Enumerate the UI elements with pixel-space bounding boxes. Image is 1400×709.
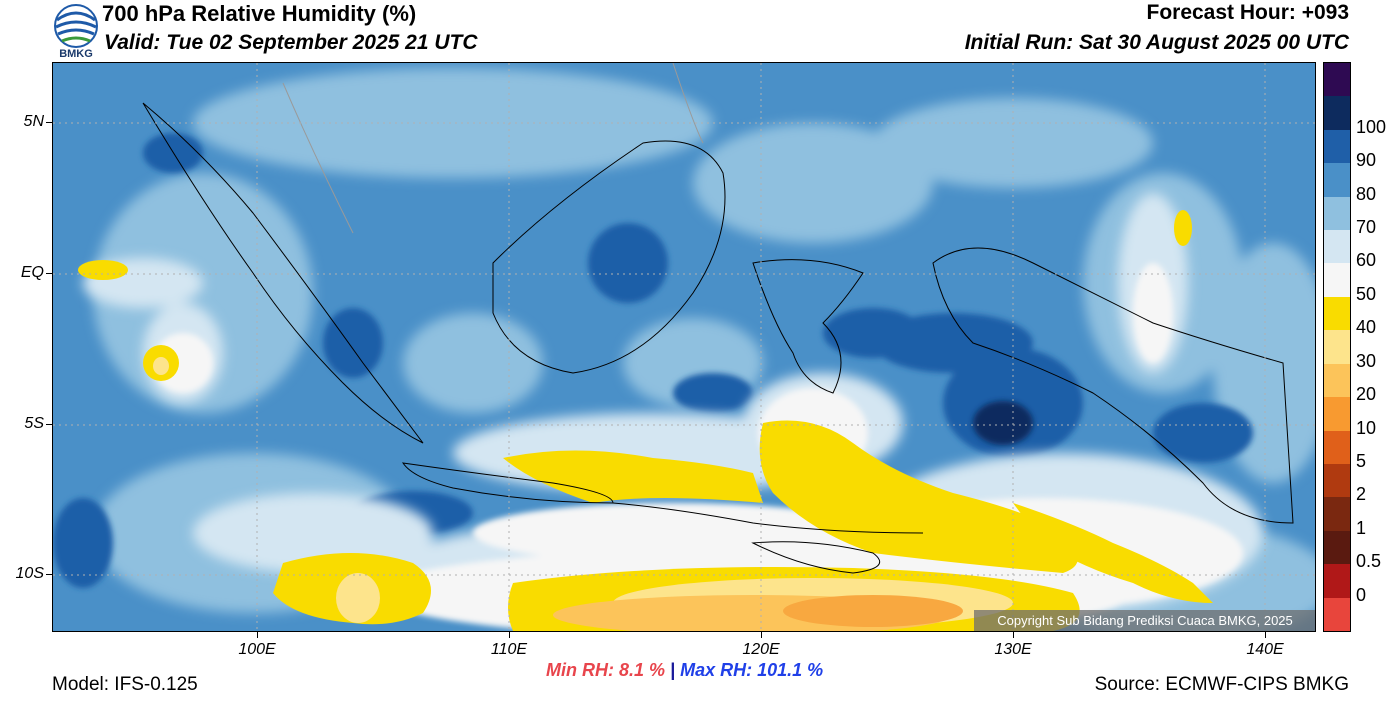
colorbar-label: 90 [1356,150,1377,171]
lat-tick [46,122,52,123]
sulawesi-outline [752,259,864,394]
colorbar-segment [1324,196,1350,231]
bmkg-logo: BMKG [52,2,100,60]
chart-title: 700 hPa Relative Humidity (%) [102,1,417,26]
nusa-tenggara-outline [612,502,924,534]
lon-label-100e: 100E [238,641,276,658]
colorbar-label: 5 [1356,450,1367,471]
colorbar-label: 0 [1356,584,1367,605]
copyright-note: Copyright Sub Bidang Prediksi Cuaca BMKG… [974,610,1315,631]
colorbar-segment [1324,463,1350,498]
lat-tick [46,273,52,274]
colorbar-label: 1 [1356,517,1367,538]
colorbar-label: 30 [1356,350,1377,371]
forecast-hour: Forecast Hour: +093 [1146,1,1350,24]
colorbar [1323,62,1351,632]
lon-tick [257,632,258,638]
colorbar-segment [1324,597,1350,632]
colorbar-label: 70 [1356,217,1377,238]
borders [282,63,704,234]
min-max-summary: Min RH: 8.1 % | Max RH: 101.1 % [546,660,823,681]
lat-tick [46,574,52,575]
lat-label-eq: EQ [20,264,44,281]
colorbar-segment [1324,363,1350,398]
new-guinea-outline [932,247,1294,524]
max-rh-label: Max RH: [680,660,753,680]
borneo-outline [492,140,726,374]
colorbar-label: 100 [1356,116,1387,137]
colorbar-label: 50 [1356,283,1377,304]
lon-tick [1265,632,1266,638]
humidity-map: Copyright Sub Bidang Prediksi Cuaca BMKG… [52,62,1316,632]
min-rh-value: 8.1 % [619,660,666,680]
bmkg-emblem-icon [54,4,98,48]
colorbar-label: 20 [1356,384,1377,405]
colorbar-segment [1324,163,1350,198]
valid-time: Valid: Tue 02 September 2025 21 UTC [104,31,478,54]
lon-tick [1013,632,1014,638]
lat-tick [46,424,52,425]
colorbar-segment [1324,330,1350,365]
lon-label-110e: 110E [490,641,528,658]
lon-label-140e: 140E [1246,641,1284,658]
colorbar-segment [1324,296,1350,331]
colorbar-segment [1324,564,1350,599]
initial-run: Initial Run: Sat 30 August 2025 00 UTC [964,31,1349,54]
colorbar-label: 80 [1356,183,1377,204]
timor-outline [751,541,881,574]
lon-label-130e: 130E [994,641,1032,658]
colorbar-segment [1324,96,1350,131]
colorbar-segment [1324,63,1350,97]
colorbar-label: 0.5 [1356,551,1382,572]
coastlines [142,102,1294,574]
logo-text: BMKG [59,48,93,60]
colorbar-segment [1324,397,1350,432]
java-outline [401,462,614,504]
data-source: Source: ECMWF-CIPS BMKG [1094,674,1349,695]
colorbar-segment [1324,263,1350,298]
colorbar-label: 2 [1356,484,1367,505]
lon-tick [509,632,510,638]
lat-label-5n: 5N [23,113,44,130]
lat-label-10s: 10S [15,565,44,582]
colorbar-segment [1324,129,1350,164]
colorbar-label: 10 [1356,417,1377,438]
colorbar-label: 60 [1356,250,1377,271]
max-rh-value: 101.1 % [757,660,824,680]
model-name: Model: IFS-0.125 [52,674,198,695]
min-max-separator: | [670,660,676,680]
min-rh-label: Min RH: [546,660,614,680]
sumatra-outline [142,102,424,444]
colorbar-label: 40 [1356,317,1377,338]
humidity-field-svg [53,63,1315,631]
colorbar-segment [1324,497,1350,532]
lon-label-120e: 120E [742,641,780,658]
colorbar-segment [1324,230,1350,264]
lat-label-5s: 5S [24,415,44,432]
colorbar-segment [1324,430,1350,465]
grid-lines [53,63,1315,631]
colorbar-segment [1324,530,1350,565]
lon-tick [761,632,762,638]
rh-10-20-areas [553,595,963,631]
